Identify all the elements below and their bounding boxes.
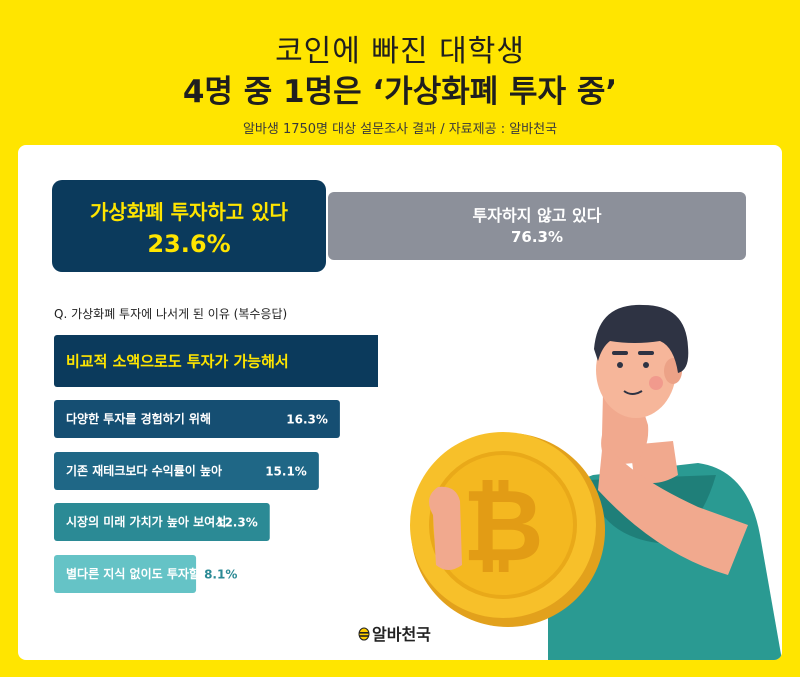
- right-brow: [638, 351, 654, 355]
- face: [596, 322, 676, 418]
- alba-logo: 알바천국: [358, 621, 431, 645]
- bee-logo-icon: [358, 627, 370, 641]
- left-eye: [617, 362, 623, 368]
- bar-2: [54, 400, 340, 438]
- forearm: [598, 440, 748, 575]
- question-label: Q. 가상화폐 투자에 나서게 된 이유 (복수응답): [54, 307, 288, 321]
- page-subtitle: 알바생 1750명 대상 설문조사 결과 / 자료제공 : 알바천국: [242, 122, 558, 137]
- left-brow: [612, 351, 628, 355]
- bar-1: [54, 335, 378, 387]
- bar-label-1: 비교적 소액으로도 투자가 가능해서: [66, 352, 289, 370]
- reasons-bar-chart: 비교적 소액으로도 투자가 가능해서25.2%다양한 투자를 경험하기 위해16…: [54, 335, 378, 593]
- bitcoin-coin-inner: [429, 451, 577, 599]
- bar-value-5: 8.1%: [204, 568, 237, 582]
- invest-no-label: 투자하지 않고 있다: [472, 206, 602, 225]
- invest-yes-label: 가상화폐 투자하고 있다: [90, 200, 288, 224]
- bar-value-2: 16.3%: [286, 413, 328, 427]
- content-card: 가상화폐 투자하고 있다 23.6% 투자하지 않고 있다 76.3% Q. 가…: [18, 145, 782, 660]
- invest-yes-value: 23.6%: [147, 230, 231, 258]
- right-eye: [643, 362, 649, 368]
- hair: [594, 304, 689, 373]
- bitcoin-icon: ₿: [462, 467, 544, 584]
- bar-5: [54, 555, 197, 593]
- mouth: [623, 390, 643, 395]
- invest-no-box: 투자하지 않고 있다 76.3%: [328, 192, 746, 260]
- logo-text: 알바천국: [372, 625, 431, 644]
- invest-no-value: 76.3%: [510, 228, 564, 246]
- page-title-line1: 코인에 빠진 대학생: [275, 34, 525, 69]
- cheek: [649, 376, 663, 390]
- invest-yes-box: 가상화폐 투자하고 있다 23.6%: [52, 180, 326, 272]
- student-bitcoin-illustration: ₿: [410, 304, 782, 660]
- bar-label-3: 기존 재테크보다 수익률이 높아: [66, 463, 222, 478]
- page-title-line2: 4명 중 1명은 ‘가상화폐 투자 중’: [182, 74, 618, 110]
- bar-label-2: 다양한 투자를 경험하기 위해: [66, 411, 211, 426]
- bar-value-3: 15.1%: [265, 465, 307, 479]
- bar-value-4: 12.3%: [216, 516, 258, 530]
- bar-label-4: 시장의 미래 가치가 높아 보여서: [66, 514, 226, 529]
- bar-3: [54, 452, 319, 490]
- bar-label-5: 별다른 지식 없이도 투자할 수 있어서: [66, 566, 253, 581]
- bar-4: [54, 503, 270, 541]
- coin-hand: [429, 486, 462, 570]
